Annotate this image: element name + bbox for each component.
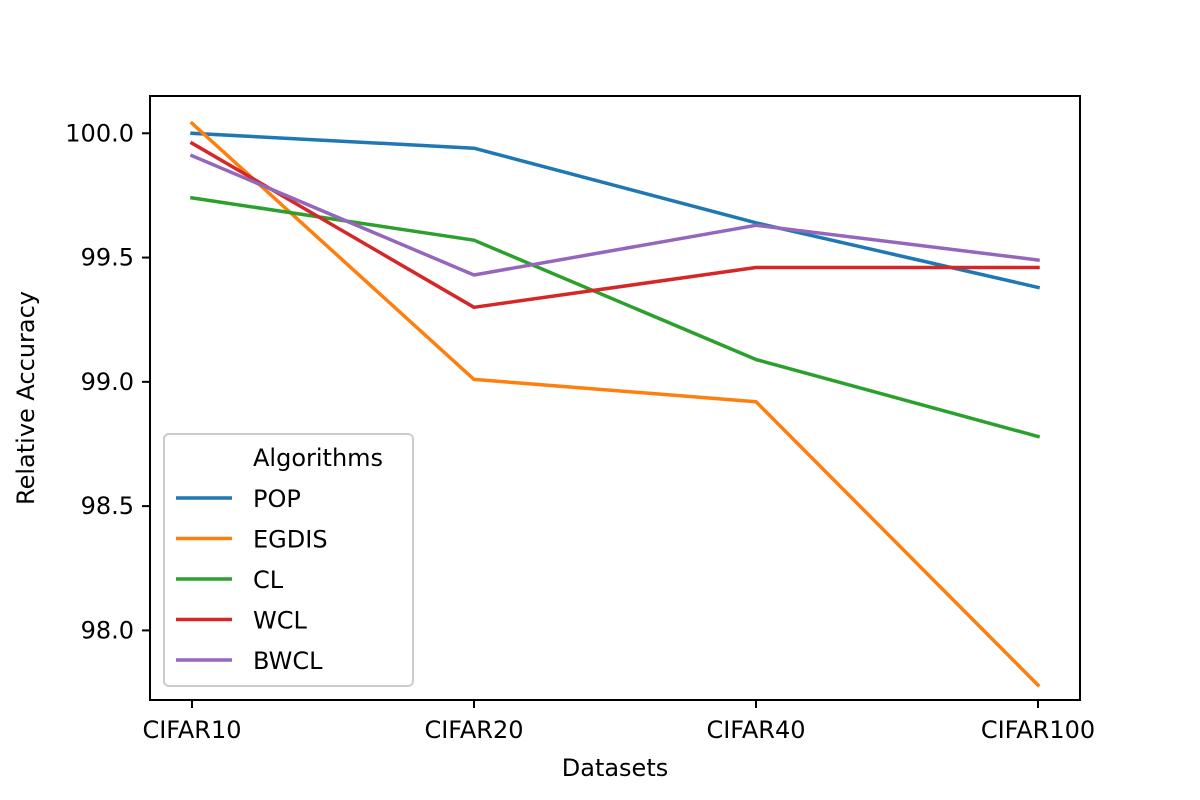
series-lines [189,120,1041,688]
x-axis-label: Datasets [562,754,669,782]
legend-label-cl: CL [253,566,284,594]
x-tick-label: CIFAR40 [706,716,805,744]
y-tick-label: 100.0 [65,119,134,147]
legend-label-wcl: WCL [253,607,307,635]
legend-entries: POP EGDIS CL WCL BWCL [176,485,328,675]
y-axis-ticks: 98.0 98.5 99.0 99.5 100.0 [65,119,150,644]
y-tick-label: 98.0 [81,616,134,644]
y-tick-label: 99.5 [81,244,134,272]
series-line-wcl [189,140,1040,310]
legend-title: Algorithms [253,444,383,472]
legend-label-egdis: EGDIS [253,526,328,554]
plot-frame [149,95,1081,701]
x-tick-label: CIFAR100 [981,716,1095,744]
series-line-cl [190,195,1041,439]
y-tick-label: 99.0 [81,368,134,396]
series-line-egdis [189,120,1041,688]
y-axis-label: Relative Accuracy [12,291,40,505]
series-line-bwcl [189,153,1040,277]
x-axis-ticks: CIFAR10 CIFAR20 CIFAR40 CIFAR100 [142,700,1095,744]
x-tick-label: CIFAR10 [142,716,241,744]
legend: Algorithms POP EGDIS CL WCL BWCL [163,433,414,687]
x-tick-label: CIFAR20 [424,716,523,744]
legend-label-bwcl: BWCL [253,647,323,675]
legend-label-pop: POP [253,485,301,513]
series-line-pop [190,131,1041,290]
y-tick-label: 98.5 [81,492,134,520]
